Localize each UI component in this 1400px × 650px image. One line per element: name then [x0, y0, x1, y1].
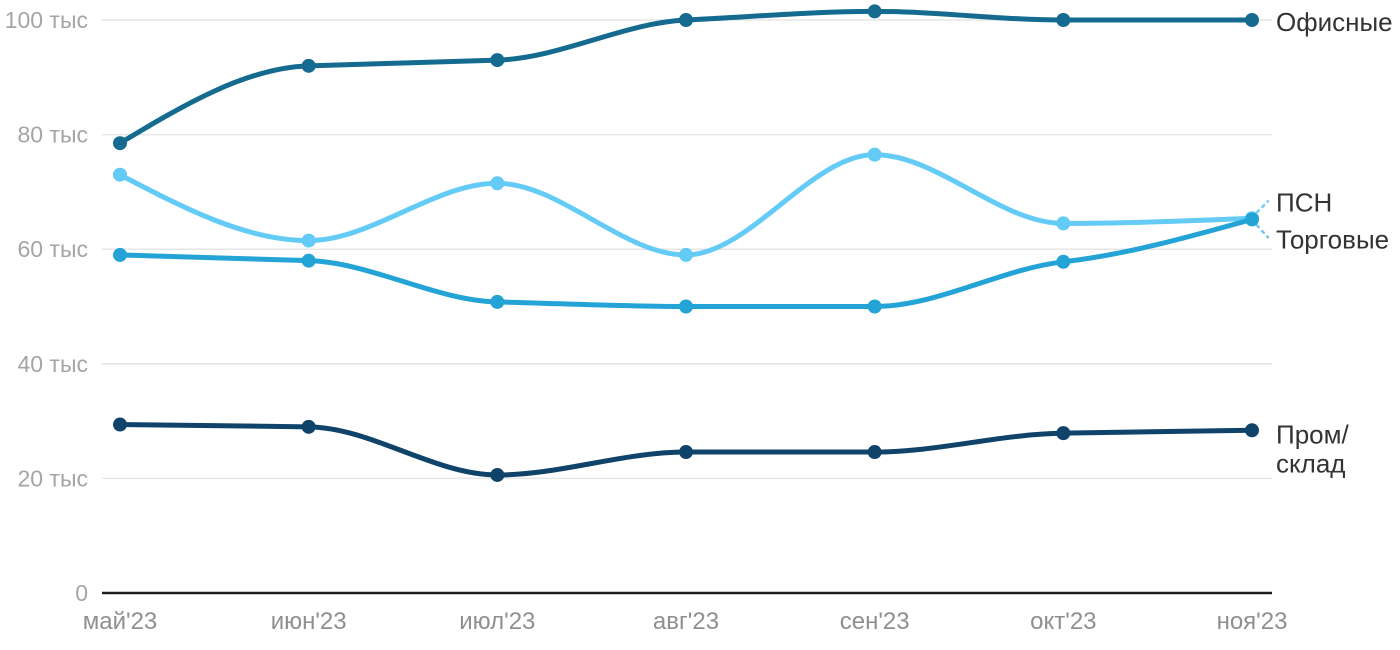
leader-line	[1255, 200, 1270, 214]
data-point	[867, 4, 882, 19]
series-line	[117, 8, 1255, 146]
series-label: склад	[1276, 448, 1345, 478]
data-point	[1056, 13, 1071, 27]
x-tick-label: авг'23	[653, 608, 719, 635]
x-tick-label: ноя'23	[1217, 608, 1288, 635]
x-tick-label: июн'23	[271, 608, 347, 635]
data-point	[1056, 216, 1071, 231]
series-label: Офисные	[1276, 7, 1393, 37]
data-point	[1056, 254, 1071, 269]
data-point	[1245, 423, 1259, 438]
x-tick-label: июл'23	[459, 608, 535, 635]
data-point	[490, 467, 505, 482]
data-point	[113, 417, 127, 432]
data-point	[301, 419, 316, 434]
data-point	[490, 294, 505, 309]
series-label: Торговые	[1276, 224, 1389, 254]
y-tick-label: 20 тыс	[17, 465, 88, 491]
data-point	[679, 13, 693, 27]
data-point	[301, 58, 316, 73]
data-point	[1245, 13, 1259, 27]
leader-line	[1255, 224, 1270, 239]
y-tick-label: 0	[75, 580, 88, 606]
y-tick-label: 100 тыс	[5, 7, 88, 33]
data-point	[113, 136, 127, 151]
data-point	[867, 147, 882, 162]
data-point	[867, 445, 882, 460]
series-line	[117, 152, 1255, 258]
data-point	[490, 53, 505, 68]
data-point	[113, 247, 127, 262]
x-tick-label: окт'23	[1030, 608, 1096, 635]
series-label: ПСН	[1276, 187, 1332, 217]
data-point	[490, 176, 505, 191]
series-label: Пром/	[1276, 419, 1349, 449]
data-point	[1056, 426, 1071, 441]
data-point	[679, 247, 693, 262]
data-point	[113, 167, 127, 182]
data-point	[867, 299, 882, 314]
x-tick-label: май'23	[83, 608, 158, 635]
data-point	[301, 253, 316, 268]
data-point	[1245, 212, 1259, 227]
data-point	[301, 233, 316, 248]
data-point	[679, 299, 693, 314]
y-tick-label: 60 тыс	[17, 236, 88, 262]
y-tick-label: 80 тыс	[17, 122, 88, 148]
series-line	[117, 216, 1255, 310]
y-tick-label: 40 тыс	[17, 351, 88, 377]
data-point	[679, 445, 693, 460]
x-tick-label: сен'23	[840, 608, 910, 635]
